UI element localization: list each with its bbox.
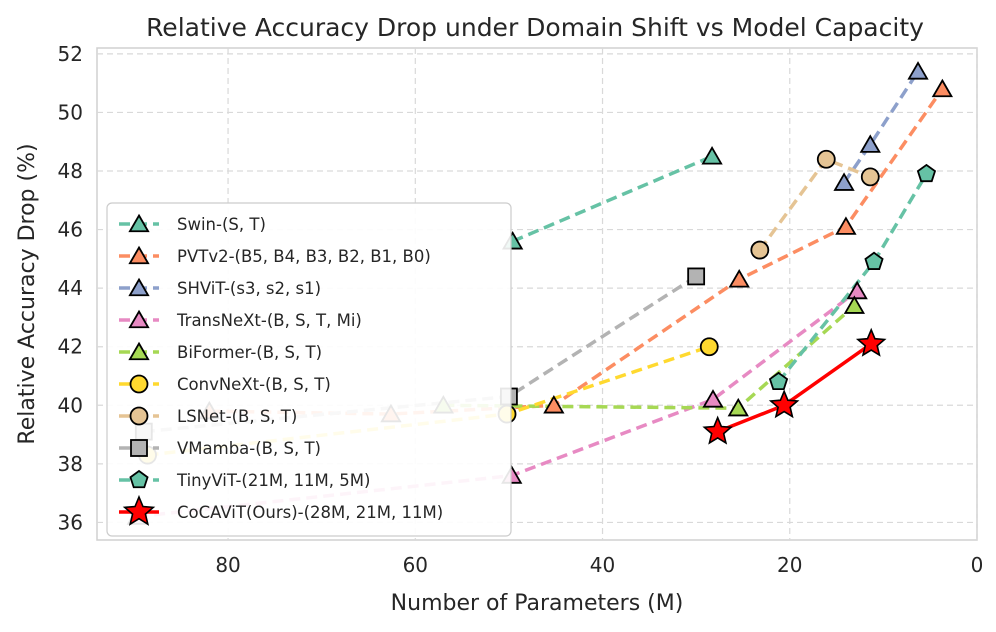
x-tick-label: 60 — [403, 553, 428, 577]
legend-label: SHViT-(s3, s2, s1) — [177, 279, 321, 298]
legend-marker-transnext-b-s-t-mi — [128, 309, 150, 329]
series-line-shvit-s3-s2-s1 — [842, 70, 920, 184]
legend-label: BiFormer-(B, S, T) — [177, 343, 322, 362]
x-tick-label: 0 — [971, 553, 984, 577]
data-point-cocavit-ours-28m-21m-11m — [702, 415, 733, 445]
y-tick-label: 46 — [58, 218, 83, 242]
tick-labels: 80 60 40 20 0 36 38 40 42 44 46 48 50 52 — [58, 42, 984, 577]
data-point-lsnet-b-s-t — [816, 149, 836, 169]
data-point-swin-s-t — [701, 146, 723, 165]
data-point-vmamba-b-s-t — [687, 267, 706, 286]
y-tick-label: 42 — [58, 335, 83, 359]
legend-label: Swin-(S, T) — [177, 215, 266, 234]
legend-marker-cocavit-ours-28m-21m-11m — [122, 494, 156, 526]
data-point-pvtv2-b5-b4-b3-b2-b1-b0 — [543, 394, 565, 414]
data-point-cocavit-ours-28m-21m-11m — [855, 327, 887, 357]
data-point-convnext-b-s-t — [699, 337, 719, 357]
data-point-transnext-b-s-t-mi — [702, 389, 724, 408]
legend-marker-tinyvit-21m-11m-5m — [129, 469, 149, 489]
data-point-transnext-b-s-t-mi — [846, 280, 868, 300]
y-tick-label: 38 — [58, 452, 83, 476]
chart-title: Relative Accuracy Drop under Domain Shif… — [146, 13, 924, 42]
series-line-swin-s-t — [511, 154, 713, 243]
data-point-shvit-s3-s2-s1 — [907, 61, 929, 80]
legend-label: ConvNeXt-(B, S, T) — [177, 375, 331, 394]
legend-label: TransNeXt-(B, S, T, Mi) — [176, 311, 362, 330]
legend-marker-pvtv2-b5-b4-b3-b2-b1-b0 — [128, 245, 150, 265]
y-tick-label: 48 — [58, 159, 83, 183]
data-point-pvtv2-b5-b4-b3-b2-b1-b0 — [728, 269, 750, 288]
data-point-pvtv2-b5-b4-b3-b2-b1-b0 — [931, 78, 954, 98]
x-axis-label: Number of Parameters (M) — [391, 591, 684, 616]
data-point-tinyvit-21m-11m-5m — [768, 371, 789, 391]
legend-box — [106, 202, 512, 537]
data-point-lsnet-b-s-t — [750, 240, 770, 260]
legend-label: TinyViT-(21M, 11M, 5M) — [176, 471, 370, 490]
data-point-shvit-s3-s2-s1 — [833, 172, 855, 191]
data-point-tinyvit-21m-11m-5m — [916, 163, 937, 183]
legend-marker-lsnet-b-s-t — [129, 406, 149, 426]
x-tick-label: 20 — [777, 553, 802, 577]
data-point-biformer-b-s-t — [843, 295, 866, 314]
x-tick-label: 40 — [590, 553, 615, 577]
data-point-shvit-s3-s2-s1 — [859, 134, 881, 153]
legend-label: LSNet-(B, S, T) — [177, 407, 297, 426]
legend-marker-shvit-s3-s2-s1 — [128, 277, 150, 297]
y-tick-label: 52 — [58, 42, 83, 66]
y-axis-label: Relative Accuracy Drop (%) — [15, 143, 40, 444]
legend-marker-biformer-b-s-t — [128, 341, 150, 361]
y-tick-label: 44 — [58, 276, 83, 300]
y-tick-label: 50 — [58, 100, 83, 124]
y-tick-label: 40 — [58, 393, 83, 417]
legend: Swin-(S, T) PVTv2-(B5, B4, B3, B2, B1, B0… — [106, 202, 512, 537]
y-tick-label: 36 — [58, 510, 83, 534]
legend-marker-swin-s-t — [128, 213, 150, 233]
data-point-lsnet-b-s-t — [860, 167, 880, 187]
legend-label: CoCAViT(Ours)-(28M, 21M, 11M) — [177, 503, 443, 522]
data-point-tinyvit-21m-11m-5m — [864, 251, 884, 270]
legend-label: PVTv2-(B5, B4, B3, B2, B1, B0) — [177, 247, 431, 266]
legend-label: VMamba-(B, S, T) — [177, 439, 321, 458]
legend-marker-vmamba-b-s-t — [130, 439, 148, 457]
series-line-pvtv2-b5-b4-b3-b2-b1-b0 — [209, 87, 944, 416]
x-tick-label: 80 — [215, 553, 240, 577]
data-point-cocavit-ours-28m-21m-11m — [768, 389, 800, 419]
data-point-biformer-b-s-t — [727, 397, 749, 417]
data-point-pvtv2-b5-b4-b3-b2-b1-b0 — [835, 216, 857, 235]
legend-marker-convnext-b-s-t — [129, 374, 149, 394]
